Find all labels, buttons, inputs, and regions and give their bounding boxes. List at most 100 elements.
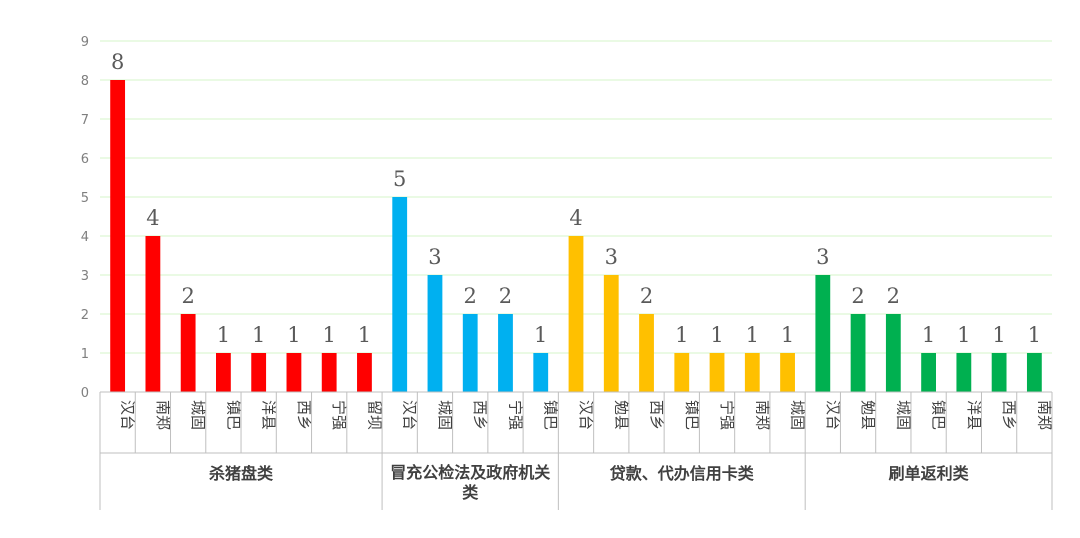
- data-label: 1: [322, 323, 335, 347]
- data-label: 1: [957, 323, 970, 347]
- category-label: 宁强: [506, 400, 524, 430]
- category-label: 汉台: [401, 400, 419, 430]
- group-label-line: 杀猪盘类: [209, 464, 274, 483]
- y-tick-label: 2: [81, 308, 89, 323]
- bar: [357, 353, 372, 392]
- category-label: 洋县: [965, 400, 983, 430]
- bar: [145, 236, 161, 392]
- category-label: 城固: [789, 400, 807, 430]
- y-tick-label: 9: [81, 35, 89, 50]
- bar: [885, 314, 901, 392]
- data-label: 1: [781, 323, 794, 347]
- category-label: 镇巴: [683, 400, 701, 430]
- data-label: 2: [887, 284, 900, 308]
- category-label: 镇巴: [224, 400, 242, 430]
- data-label: 1: [358, 323, 371, 347]
- group-label-line: 贷款、代办信用卡类: [610, 464, 755, 483]
- bar: [216, 353, 231, 392]
- data-label: 1: [710, 323, 723, 347]
- gridlines: [100, 40, 1052, 354]
- category-label: 汉台: [824, 400, 842, 430]
- category-label: 宁强: [330, 400, 348, 430]
- category-label: 南郑: [1035, 400, 1053, 430]
- bar: [568, 236, 584, 392]
- category-label: 西乡: [1000, 400, 1018, 430]
- data-label: 1: [287, 323, 300, 347]
- group-label-line: 冒充公检法及政府机关: [390, 463, 550, 482]
- y-tick-label: 4: [81, 230, 89, 245]
- category-label: 城固: [189, 400, 207, 430]
- category-label: 南郑: [753, 400, 771, 430]
- bar: [850, 314, 866, 392]
- category-label: 镇巴: [542, 400, 560, 430]
- bar: [815, 275, 831, 392]
- data-label: 3: [605, 245, 618, 269]
- y-tick-label: 6: [81, 152, 89, 167]
- data-label: 2: [181, 284, 194, 308]
- bar: [392, 197, 408, 392]
- category-label: 汉台: [577, 400, 595, 430]
- data-label: 4: [146, 206, 159, 230]
- data-label: 1: [675, 323, 688, 347]
- data-label: 5: [393, 167, 406, 191]
- y-axis-ticks: 0 1 2 3 4 5 6 7 8 9: [81, 35, 89, 401]
- bar: [462, 314, 478, 392]
- data-label: 1: [922, 323, 935, 347]
- bar: [921, 353, 936, 392]
- category-label: 洋县: [260, 400, 278, 430]
- bar: [744, 353, 760, 392]
- data-label: 1: [992, 323, 1005, 347]
- bar: [321, 353, 337, 392]
- y-tick-label: 3: [81, 269, 89, 284]
- data-label: 3: [816, 245, 829, 269]
- data-label: 2: [851, 284, 864, 308]
- group-label: 贷款、代办信用卡类: [610, 464, 755, 483]
- group-label-line: 类: [462, 483, 479, 502]
- bar: [639, 314, 654, 392]
- bar: [251, 353, 267, 392]
- y-tick-label: 0: [81, 386, 89, 401]
- bar: [674, 353, 690, 392]
- category-label: 镇巴: [930, 400, 948, 430]
- data-label: 1: [534, 323, 547, 347]
- bar: [991, 353, 1007, 392]
- y-tick-label: 7: [81, 113, 89, 128]
- category-label: 勉县: [612, 400, 630, 430]
- bar: [498, 314, 513, 392]
- data-label: 2: [499, 284, 512, 308]
- category-label: 勉县: [859, 400, 877, 430]
- data-label: 2: [640, 284, 653, 308]
- data-label: 2: [464, 284, 477, 308]
- data-label: 1: [746, 323, 759, 347]
- bars: [110, 80, 1042, 392]
- y-tick-label: 5: [81, 191, 89, 206]
- category-label: 城固: [894, 400, 912, 430]
- group-label-line: 刷单返利类: [889, 464, 970, 483]
- data-label: 1: [1028, 323, 1041, 347]
- category-label: 留坝: [365, 400, 383, 430]
- group-label: 杀猪盘类: [209, 464, 274, 483]
- bar: [180, 314, 196, 392]
- category-label: 西乡: [471, 400, 489, 430]
- category-label: 宁强: [718, 400, 736, 430]
- bar: [709, 353, 725, 392]
- y-tick-label: 1: [81, 347, 89, 362]
- y-tick-label: 8: [81, 74, 89, 89]
- category-label: 西乡: [295, 400, 313, 430]
- bar: [780, 353, 795, 392]
- bar: [533, 353, 549, 392]
- data-label: 8: [111, 50, 124, 74]
- category-label: 城固: [436, 400, 454, 430]
- group-label: 刷单返利类: [889, 464, 970, 483]
- category-label: 汉台: [119, 400, 137, 430]
- group-label: 冒充公检法及政府机关类: [390, 463, 550, 502]
- bar: [286, 353, 302, 392]
- data-label: 1: [252, 323, 265, 347]
- data-label: 4: [569, 206, 582, 230]
- bar: [1026, 353, 1042, 392]
- data-label: 1: [217, 323, 230, 347]
- bar: [956, 353, 972, 392]
